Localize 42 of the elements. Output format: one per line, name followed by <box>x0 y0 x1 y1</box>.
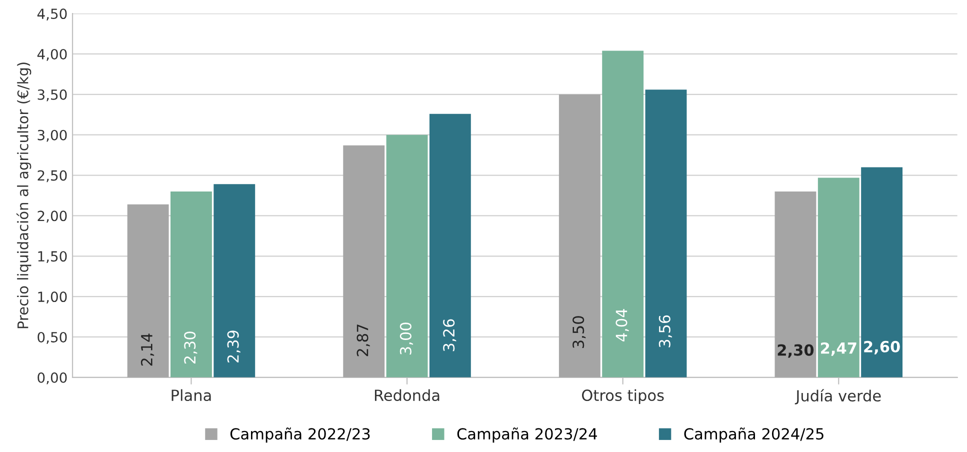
data-label: 2,39 <box>227 330 240 362</box>
data-label: 3,50 <box>572 316 586 348</box>
y-axis-title: Precio liquidación al agricultor (€/kg) <box>16 62 32 328</box>
data-label: 2,14 <box>140 334 154 366</box>
bar <box>429 114 471 378</box>
bar <box>602 50 644 378</box>
data-label: 2,87 <box>356 324 370 356</box>
y-tick-label: 4,50 <box>37 8 67 20</box>
data-label: 2,30 <box>184 332 198 364</box>
y-tick-label: 3,50 <box>38 89 67 102</box>
legend-label: Campaña 2023/24 <box>457 428 597 443</box>
bar <box>861 167 903 378</box>
bar <box>343 145 385 378</box>
data-label: 4,04 <box>616 309 629 342</box>
x-tick-label: Plana <box>172 389 211 402</box>
bar <box>214 184 256 378</box>
x-tick-label: Redonda <box>374 389 440 402</box>
y-tick-label: 2,50 <box>38 170 67 182</box>
y-tick-label: 0,00 <box>38 372 67 384</box>
y-tick-label: 4,00 <box>37 48 67 61</box>
y-tick-label: 2,00 <box>38 210 67 223</box>
bar <box>127 204 169 378</box>
bar <box>558 94 600 378</box>
y-tick-label: 3,00 <box>38 130 67 142</box>
bar <box>645 90 687 378</box>
x-tick-label: Judía verde <box>794 389 881 404</box>
bar <box>170 191 212 378</box>
data-label: 3,00 <box>400 322 414 354</box>
legend-label: Campaña 2022/23 <box>230 428 370 443</box>
bar <box>774 191 816 378</box>
bar <box>386 134 428 378</box>
legend-label: Campaña 2024/25 <box>684 428 824 443</box>
data-label: 2,60 <box>864 340 900 354</box>
data-label: 3,26 <box>443 319 456 352</box>
y-tick-label: 1,00 <box>38 292 67 304</box>
x-tick-label: Otros tipos <box>582 389 664 404</box>
y-tick-label: 1,50 <box>38 251 67 264</box>
data-label: 2,30 <box>778 344 814 358</box>
bar <box>818 178 860 378</box>
y-tick-label: 0,50 <box>38 332 67 344</box>
data-label: 3,56 <box>658 315 672 348</box>
data-label: 2,47 <box>821 342 856 356</box>
